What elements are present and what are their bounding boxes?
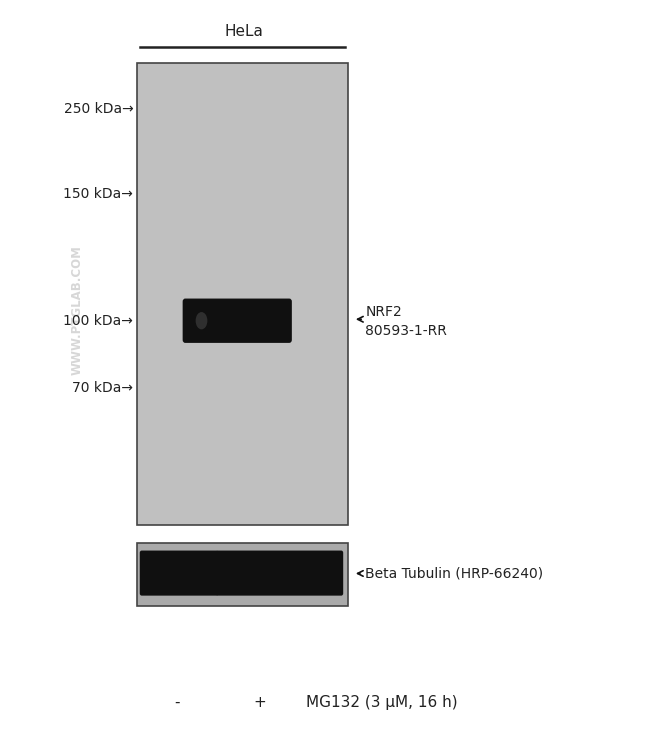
FancyBboxPatch shape xyxy=(136,543,348,606)
Text: 100 kDa→: 100 kDa→ xyxy=(64,315,133,328)
Text: HeLa: HeLa xyxy=(224,24,263,39)
Text: MG132 (3 μM, 16 h): MG132 (3 μM, 16 h) xyxy=(306,695,457,709)
Ellipse shape xyxy=(196,312,207,330)
FancyBboxPatch shape xyxy=(140,551,218,596)
Text: 250 kDa→: 250 kDa→ xyxy=(64,103,133,116)
FancyBboxPatch shape xyxy=(216,551,343,596)
Text: +: + xyxy=(254,695,266,709)
Text: 150 kDa→: 150 kDa→ xyxy=(64,187,133,200)
FancyBboxPatch shape xyxy=(183,299,292,343)
Text: 70 kDa→: 70 kDa→ xyxy=(72,381,133,395)
FancyBboxPatch shape xyxy=(136,63,348,525)
Text: -: - xyxy=(174,695,179,709)
Text: NRF2
80593-1-RR: NRF2 80593-1-RR xyxy=(365,304,447,338)
Text: WWW.PTGLAB.COM: WWW.PTGLAB.COM xyxy=(70,245,83,375)
Text: Beta Tubulin (HRP-66240): Beta Tubulin (HRP-66240) xyxy=(365,567,543,580)
